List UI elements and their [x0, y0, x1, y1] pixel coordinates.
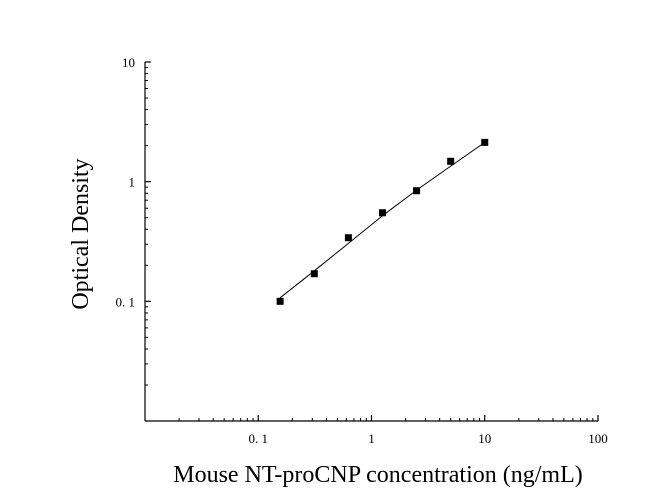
- data-points: [276, 138, 489, 305]
- x-tick-label: 100: [588, 431, 608, 446]
- x-tick-label: 10: [478, 431, 491, 446]
- x-axis-ticks: 0. 1 1 10 100: [178, 415, 608, 446]
- y-tick-label: 0. 1: [116, 294, 136, 309]
- axes: [144, 62, 598, 422]
- y-axis-ticks: 0. 1 1 10: [116, 55, 151, 386]
- x-tick-label: 1: [368, 431, 375, 446]
- data-point: [310, 270, 318, 278]
- y-tick-label: 10: [122, 55, 135, 70]
- data-point: [481, 138, 489, 146]
- data-point: [447, 157, 455, 165]
- x-axis-title: Mouse NT-proCNP concentration (ng/mL): [173, 462, 583, 488]
- data-point: [413, 187, 421, 195]
- data-point: [276, 297, 284, 305]
- y-axis-title: Optical Density: [68, 158, 94, 309]
- data-point: [378, 209, 386, 217]
- x-tick-label: 0. 1: [249, 431, 269, 446]
- data-point: [344, 234, 352, 242]
- y-tick-label: 1: [129, 175, 136, 190]
